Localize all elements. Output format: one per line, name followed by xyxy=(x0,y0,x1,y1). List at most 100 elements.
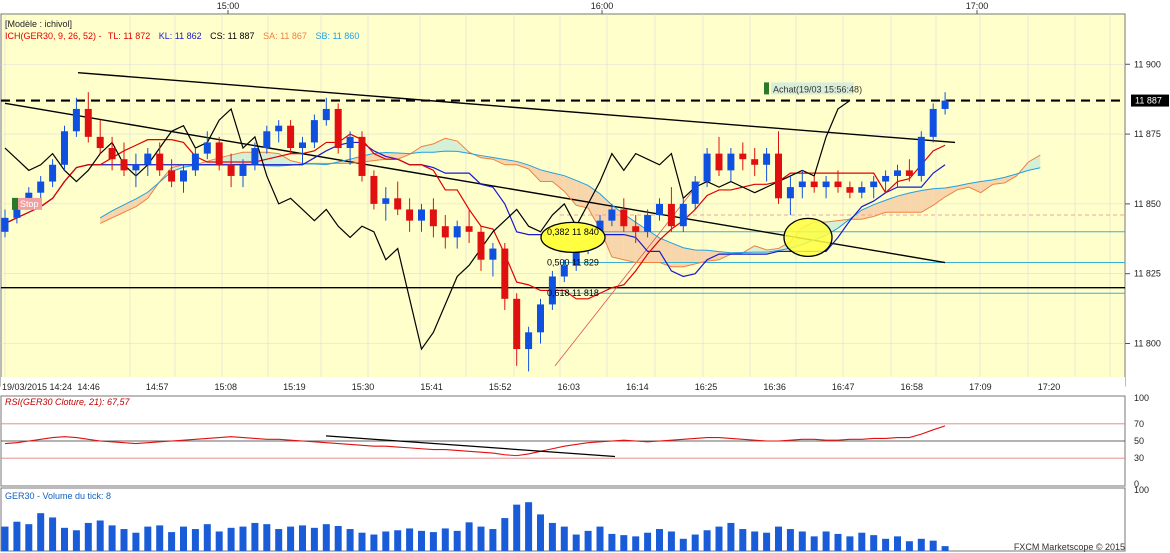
volume-bar xyxy=(537,514,544,551)
candle-body xyxy=(513,298,521,350)
model-label: [Modèle : ichivol] xyxy=(5,19,72,29)
top-time-axis: 15:00 16:00 17:00 xyxy=(217,1,988,14)
indicator-header: ICH(GER30, 9, 26, 52) - TL: 11 872 KL: 1… xyxy=(5,31,359,41)
candle-body xyxy=(215,142,223,165)
candle-body xyxy=(287,125,295,149)
candle-body xyxy=(691,181,699,204)
cloud-segment xyxy=(278,153,291,167)
cloud-segment xyxy=(112,204,124,218)
candle-body xyxy=(191,153,199,171)
price-panel xyxy=(0,13,1126,387)
volume-bar xyxy=(489,529,497,551)
cloud-segment xyxy=(873,200,886,217)
volume-bar xyxy=(108,525,116,551)
cloud-segment xyxy=(945,186,957,197)
candle-body xyxy=(917,136,925,176)
volume-bar xyxy=(525,502,533,551)
volume-bar xyxy=(299,525,306,551)
volume-bar xyxy=(739,529,747,551)
volume-bar xyxy=(239,526,247,551)
volume-bar xyxy=(501,518,509,551)
volume-bar xyxy=(691,534,699,551)
x-axis: 19/03/2015 14:24 14:46 14:57 15:08 15:19 15:3… xyxy=(2,382,1060,392)
candle-body xyxy=(894,170,901,176)
x-tick-label: 19/03/2015 14:24 xyxy=(2,382,72,392)
x-tick-label: 17:20 xyxy=(1038,382,1061,392)
x-tick-label: 16:47 xyxy=(832,382,855,392)
indicator-sb: SB: 11 860 xyxy=(315,31,359,41)
candle-body xyxy=(1,217,9,232)
candle-body xyxy=(525,332,533,350)
cloud-segment xyxy=(933,187,946,206)
candle-body xyxy=(786,187,794,199)
candle-body xyxy=(834,181,842,188)
candle-body xyxy=(406,209,414,221)
candle-body xyxy=(382,198,390,204)
volume-bar xyxy=(679,538,687,551)
candle-body xyxy=(679,203,687,227)
y-tick-label: 11 850 xyxy=(1134,199,1161,209)
candle-body xyxy=(929,108,937,137)
volume-bar xyxy=(810,536,818,551)
candle-body xyxy=(251,148,259,165)
volume-scale-label: 100 xyxy=(1134,485,1149,495)
candle-body xyxy=(13,203,21,218)
x-tick-label: 14:46 xyxy=(77,382,100,392)
current-price-box xyxy=(1131,94,1169,107)
volume-bar xyxy=(703,530,711,551)
candle-body xyxy=(429,209,437,227)
candle-body xyxy=(37,181,45,193)
cloud-segment xyxy=(540,169,553,182)
candle-body xyxy=(370,175,378,204)
candle-body xyxy=(715,153,723,171)
y-tick-label: 11 900 xyxy=(1134,59,1161,69)
volume-bar xyxy=(560,526,568,551)
current-price-label: 11 887 xyxy=(1135,96,1162,106)
volume-bar xyxy=(322,524,330,551)
candle-body xyxy=(703,153,711,182)
cloud-segment xyxy=(135,192,148,207)
volume-bar xyxy=(572,534,580,551)
rsi-indicator: 30 50 70 100 0 xyxy=(1,393,1149,489)
rsi-trend-line xyxy=(325,435,616,458)
cloud-segment xyxy=(100,210,113,224)
cloud-segment xyxy=(861,204,874,220)
indicator-sa: SA: 11 867 xyxy=(263,31,307,41)
candle-body xyxy=(168,170,176,182)
cloud-segment xyxy=(909,190,922,213)
stop-label-bg xyxy=(18,197,42,210)
volume-bar xyxy=(798,531,806,551)
volume-bar xyxy=(287,526,295,551)
volume-bar xyxy=(168,532,176,551)
candle-body xyxy=(358,136,366,176)
candle-body xyxy=(846,187,854,193)
volume-bar xyxy=(548,522,556,551)
rsi-scale-label-top: 100 xyxy=(1134,393,1149,403)
indicator-kl: KL: 11 862 xyxy=(159,31,202,41)
highlight-ellipse-entry xyxy=(783,217,833,258)
volume-bar xyxy=(203,524,211,551)
volume-bar xyxy=(144,526,152,551)
candle-body xyxy=(882,175,890,182)
candle-body xyxy=(632,226,640,232)
volume-bar xyxy=(894,536,901,551)
candle-body xyxy=(120,159,128,171)
volume-bar xyxy=(358,532,366,551)
candle-body xyxy=(203,142,211,154)
volume-bar xyxy=(929,540,937,551)
volume-bar xyxy=(96,520,104,551)
candle-body xyxy=(798,181,806,188)
cloud-segment xyxy=(1028,155,1041,171)
candle-body xyxy=(596,220,604,232)
volume-bar xyxy=(120,529,128,551)
candle-body xyxy=(608,209,616,221)
x-axis-band xyxy=(1,377,1125,394)
fib-label-382: 0,382 11 840 xyxy=(547,227,599,237)
candle-body xyxy=(108,148,116,160)
candle-body xyxy=(72,108,80,132)
volume-bar xyxy=(275,529,283,551)
volume-bar xyxy=(775,526,782,551)
volume-bar xyxy=(25,524,33,551)
candle-body xyxy=(441,226,449,238)
volume-bar xyxy=(156,525,164,551)
